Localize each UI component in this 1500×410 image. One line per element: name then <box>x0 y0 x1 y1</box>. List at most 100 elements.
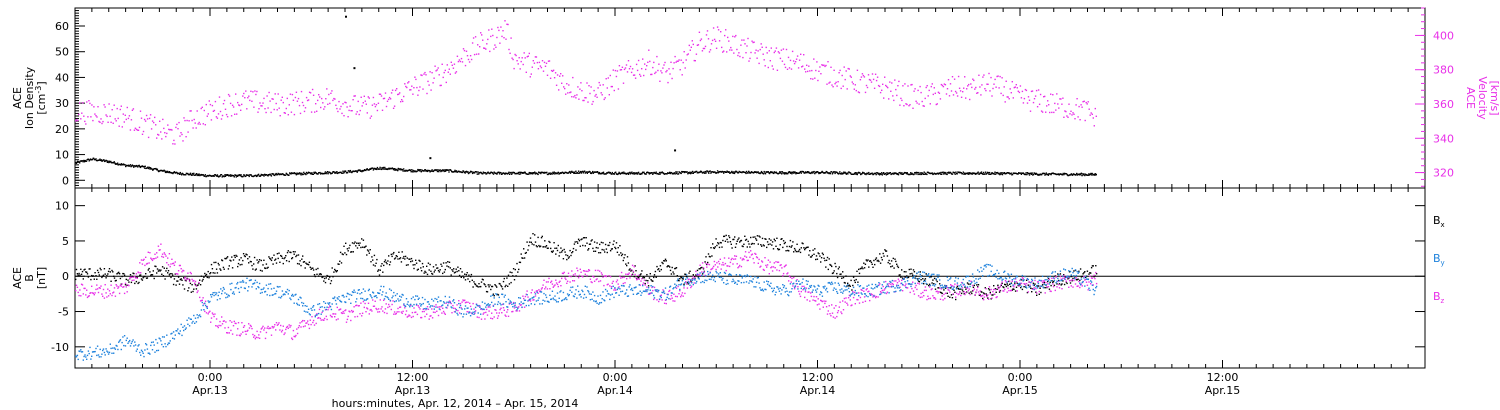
bx-point <box>666 266 668 268</box>
bz-point <box>461 301 463 303</box>
bz-point <box>802 289 804 291</box>
bz-point <box>593 276 595 278</box>
bz-point <box>979 290 981 292</box>
density-point <box>1045 172 1047 174</box>
bx-point <box>613 240 615 242</box>
velocity-point <box>498 29 500 32</box>
bz-point <box>472 302 474 305</box>
bz-point <box>616 279 619 281</box>
velocity-point <box>708 51 711 53</box>
bx-point <box>714 246 716 248</box>
density-point <box>91 158 94 161</box>
density-point <box>1001 173 1004 176</box>
density-point <box>872 173 875 176</box>
bz-point <box>994 288 997 291</box>
density-point <box>216 174 219 176</box>
bx-point <box>776 237 778 239</box>
bz-point <box>428 318 430 320</box>
bz-point <box>153 258 155 260</box>
bx-point <box>1049 281 1051 284</box>
bx-point <box>926 283 928 286</box>
bz-point <box>242 331 244 333</box>
bx-point <box>324 281 327 284</box>
bz-point <box>523 297 525 300</box>
bx-point <box>93 278 95 280</box>
velocity-point <box>151 120 154 122</box>
bz-point <box>91 292 94 294</box>
density-point <box>349 171 351 173</box>
bz-point <box>101 293 103 295</box>
velocity-point <box>519 68 521 70</box>
bx-point <box>825 259 828 261</box>
bz-point <box>566 282 568 284</box>
bz-point <box>111 294 113 297</box>
velocity-point <box>915 100 917 102</box>
density-point <box>947 171 950 173</box>
bz-point <box>305 322 307 324</box>
bz-point <box>572 280 574 282</box>
velocity-point <box>742 56 744 59</box>
bz-point <box>666 293 668 295</box>
bx-point <box>641 270 643 272</box>
bz-point <box>761 260 763 262</box>
bx-point <box>188 279 191 281</box>
bz-point <box>220 324 222 327</box>
bx-point <box>640 273 642 275</box>
velocity-point <box>911 83 913 86</box>
bx-point <box>742 245 744 248</box>
velocity-point <box>372 96 375 99</box>
bx-point <box>467 278 469 280</box>
bz-point <box>661 299 663 301</box>
density-point <box>230 175 232 177</box>
bx-point <box>676 275 678 277</box>
velocity-point <box>839 69 841 72</box>
bx-point <box>537 236 539 239</box>
bx-point <box>111 269 113 272</box>
bz-point <box>889 286 891 288</box>
density-point <box>248 175 250 178</box>
density-point <box>871 172 873 174</box>
bz-point <box>916 288 918 291</box>
velocity-point <box>213 109 216 112</box>
velocity-point <box>163 127 165 130</box>
bx-point <box>482 279 484 281</box>
velocity-point <box>778 52 781 54</box>
density-point <box>134 165 136 167</box>
bx-point <box>499 283 501 285</box>
velocity-point <box>775 47 778 49</box>
bx-point <box>394 257 397 259</box>
bx-point <box>626 256 629 258</box>
bz-point <box>625 273 627 275</box>
bz-point <box>236 334 238 336</box>
bx-point <box>898 274 900 276</box>
bz-point <box>668 290 670 293</box>
velocity-point <box>1018 91 1021 94</box>
bz-point <box>290 324 292 327</box>
bx-point <box>197 284 199 286</box>
bx-point <box>706 263 708 266</box>
bx-point <box>335 271 338 273</box>
velocity-point <box>411 85 413 87</box>
velocity-point <box>302 104 305 107</box>
velocity-point <box>442 76 444 79</box>
bz-point <box>737 267 739 269</box>
bx-point <box>190 291 192 293</box>
bz-point <box>164 253 166 256</box>
velocity-points <box>75 20 1097 145</box>
bx-point <box>509 271 511 273</box>
bx-point <box>583 237 586 239</box>
velocity-point <box>189 110 191 112</box>
bx-point <box>970 291 972 293</box>
bx-point <box>352 251 354 253</box>
density-point <box>951 173 954 175</box>
velocity-point <box>415 78 417 81</box>
bx-point <box>647 280 649 282</box>
bz-point <box>1004 280 1007 282</box>
bz-point <box>931 288 933 290</box>
bz-point <box>864 300 867 302</box>
density-point <box>734 171 736 173</box>
bz-point <box>558 281 560 283</box>
bz-point <box>762 268 765 271</box>
velocity-point <box>896 94 898 97</box>
bz-point <box>516 310 518 312</box>
